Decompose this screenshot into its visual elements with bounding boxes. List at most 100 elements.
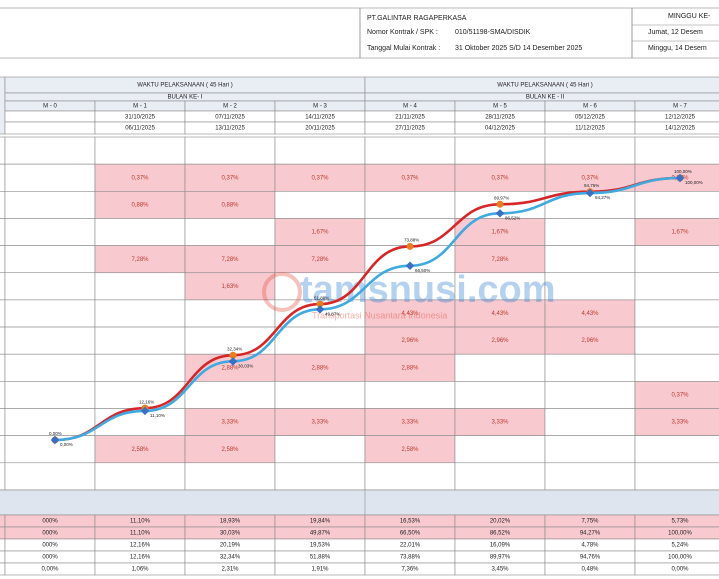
cell — [544, 245, 636, 274]
cell-value: 7,28% — [491, 257, 509, 263]
cell — [544, 353, 636, 382]
cell — [0, 191, 6, 219]
cell — [274, 381, 366, 409]
point-label: 86,52% — [505, 216, 520, 221]
point-label: 100,00% — [674, 169, 692, 174]
cell — [4, 435, 96, 464]
cell — [94, 353, 186, 382]
cell — [274, 435, 366, 464]
week: M - 7 — [673, 104, 687, 110]
cell — [4, 272, 96, 301]
cell — [364, 381, 456, 409]
cell-value: 7,28% — [131, 257, 149, 263]
week: M - 2 — [223, 104, 237, 110]
cell — [364, 136, 456, 165]
cell — [0, 272, 6, 301]
cell-value: 7,28% — [311, 257, 329, 263]
week: M - 1 — [133, 104, 147, 110]
cell-value: 2,58% — [131, 447, 149, 453]
cell — [274, 408, 366, 436]
summary-value: 16,53% — [400, 519, 421, 525]
watermark: tamsnusi.com — [300, 269, 556, 311]
cell — [0, 326, 6, 355]
cell-value: 4,43% — [491, 311, 509, 317]
cell — [0, 299, 6, 328]
point-label: 66,50% — [415, 268, 430, 273]
cell-value: 3,33% — [491, 420, 509, 426]
point — [496, 200, 504, 208]
point-label: 73,88% — [404, 238, 419, 243]
point-label: 49,87% — [325, 312, 340, 317]
cell — [0, 408, 6, 436]
cell — [0, 353, 6, 382]
month-title: BULAN KE - II — [526, 95, 565, 101]
cell — [364, 435, 456, 464]
cell — [274, 218, 366, 246]
cell — [454, 163, 546, 192]
week-date: Minggu, 14 Desem — [648, 45, 707, 52]
cell-value: 2,88% — [311, 365, 329, 371]
cell — [184, 191, 276, 219]
cell — [634, 191, 719, 219]
summary-value: 100,00% — [668, 531, 692, 537]
summary-value: 19,53% — [310, 543, 331, 549]
end-date: 27/11/2025 — [395, 126, 425, 132]
summary-value: 1,06% — [131, 567, 149, 573]
week-date: Jumat, 12 Desem — [648, 29, 703, 36]
cell — [94, 136, 186, 165]
cell — [544, 462, 636, 491]
cell — [634, 299, 719, 328]
cell — [364, 191, 456, 219]
point-label: 94,76% — [584, 183, 599, 188]
cell — [0, 526, 6, 540]
week: M - 0 — [43, 104, 57, 110]
header-box — [0, 7, 361, 59]
cell — [634, 381, 719, 409]
cell-value: 2,96% — [491, 338, 509, 344]
cell-value: 0,37% — [491, 175, 509, 181]
cell — [4, 110, 96, 123]
point — [140, 406, 150, 416]
cell — [634, 408, 719, 436]
week: M - 3 — [313, 104, 327, 110]
cell — [94, 299, 186, 328]
point-label: 30,03% — [238, 364, 253, 369]
value: 31 Oktober 2025 S/D 14 Desember 2025 — [455, 45, 582, 52]
cell — [0, 76, 6, 135]
header-box — [631, 7, 719, 59]
cell — [0, 489, 719, 516]
start-date: 21/11/2025 — [395, 115, 425, 121]
cell — [544, 272, 636, 301]
cell — [184, 136, 276, 165]
cell — [94, 272, 186, 301]
point — [495, 209, 505, 218]
cell — [274, 462, 366, 491]
cell-value: 3,33% — [311, 420, 329, 426]
summary-value: 94,76% — [580, 555, 601, 561]
summary-value: 16,09% — [490, 543, 511, 549]
end-date: 04/12/2025 — [485, 126, 516, 132]
cell-value: 0,37% — [131, 175, 149, 181]
cell-value: 2,58% — [221, 447, 239, 453]
summary-value: 30,03% — [220, 531, 241, 537]
end-date: 14/12/2025 — [665, 126, 696, 132]
cell — [4, 353, 96, 382]
cell — [0, 136, 6, 165]
cell — [94, 163, 186, 192]
point-label: 89,97% — [494, 195, 509, 200]
cell-value: 1,67% — [311, 230, 329, 236]
cell — [184, 299, 276, 328]
point — [50, 435, 60, 445]
point-label: 100,00% — [685, 180, 703, 185]
month-title: BULAN KE- I — [167, 95, 202, 101]
curve — [54, 176, 681, 442]
watermark: Transportasi Nusantara Indonesia — [312, 310, 447, 320]
cell — [184, 462, 276, 491]
cell — [634, 435, 719, 464]
cell — [634, 121, 719, 135]
cell — [0, 381, 6, 409]
summary-value: 7,75% — [581, 519, 599, 525]
start-date: 05/12/2025 — [575, 115, 606, 121]
summary-value: 000% — [42, 519, 58, 525]
cell — [94, 462, 186, 491]
